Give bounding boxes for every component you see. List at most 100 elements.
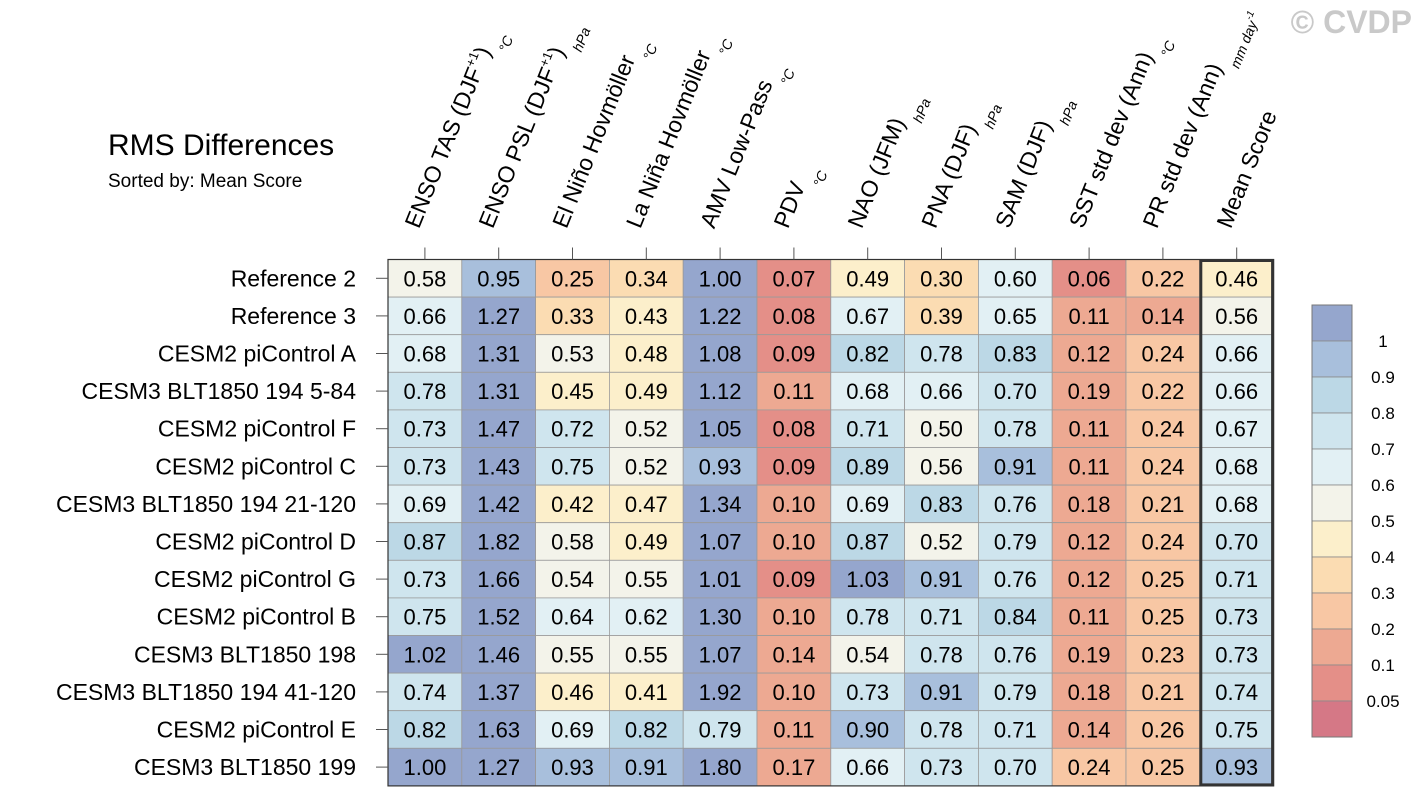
heatmap-cell: [1125, 710, 1201, 749]
cell-value-label: 0.12: [1068, 342, 1111, 367]
row-label: CESM2 piControl E: [157, 717, 356, 743]
heatmap-cell: [1199, 559, 1275, 599]
cell-value-label: 0.83: [920, 492, 963, 517]
heatmap-cell: [830, 409, 905, 448]
cell-value-label: 0.24: [1068, 755, 1111, 780]
heatmap-cell: [830, 334, 905, 373]
heatmap-cell: [756, 710, 832, 749]
cell-value-label: 0.75: [1215, 718, 1258, 743]
cell-value-label: 0.49: [625, 379, 668, 404]
cell-value-label: 0.73: [1215, 642, 1258, 667]
cell-value-label: 0.71: [994, 718, 1037, 743]
chart-title: RMS Differences: [108, 129, 335, 162]
heatmap-cell: [904, 710, 979, 749]
heatmap-cell: [1125, 409, 1201, 448]
heatmap-cell: [1051, 597, 1127, 636]
cell-value-label: 1.47: [477, 417, 520, 442]
colorbar-label: 0.2: [1371, 620, 1395, 639]
heatmap-cell: [461, 635, 536, 674]
cell-value-label: 1.31: [477, 342, 520, 367]
heatmap-cell: [461, 597, 536, 636]
heatmap-cell: [682, 710, 758, 749]
heatmap-cell: [682, 747, 758, 787]
heatmap-cell: [461, 259, 536, 298]
cell-value-label: 1.27: [477, 755, 520, 780]
colorbar-label: 0.1: [1371, 656, 1395, 675]
column-title: PDV: [768, 177, 810, 231]
column-unit: °C: [640, 41, 661, 62]
cell-value-label: 0.78: [920, 642, 963, 667]
heatmap-cell: [535, 710, 610, 749]
heatmap-cell: [387, 522, 463, 561]
cell-value-label: 1.08: [699, 342, 742, 367]
cell-value-label: 0.52: [625, 417, 668, 442]
column-title: PNA (DJF): [916, 120, 981, 232]
colorbar-label: 0.8: [1371, 404, 1395, 423]
heatmap-cell: [830, 747, 905, 787]
cell-value-label: 0.91: [920, 680, 963, 705]
cell-value-label: 0.30: [920, 266, 963, 291]
heatmap-cell: [609, 597, 684, 636]
heatmap-cell: [535, 484, 610, 524]
colorbar-label: 0.4: [1371, 548, 1395, 567]
colorbar: 1 0.9 0.8 0.7 0.6 0.5 0.4 0.3 0.2 0.1 0.05: [1311, 304, 1400, 738]
cell-value-label: 1.30: [699, 605, 742, 630]
colorbar-swatch: [1311, 700, 1353, 738]
heatmap-cell: [609, 371, 684, 411]
cell-value-label: 1.05: [699, 417, 742, 442]
heatmap-cell: [387, 635, 463, 674]
cell-value-label: 0.14: [772, 642, 815, 667]
cell-value-label: 0.71: [1215, 567, 1258, 592]
cell-value-label: 1.12: [699, 379, 742, 404]
heatmap-cell: [387, 710, 463, 749]
cell-value-label: 0.69: [846, 492, 889, 517]
heatmap-cell: [535, 635, 610, 674]
cell-value-label: 0.67: [1215, 417, 1258, 442]
heatmap-cell: [904, 259, 979, 298]
column-title: AMV Low-Pass: [695, 76, 778, 232]
column-title-superscript: +1: [536, 50, 555, 69]
heatmap-cell: [904, 296, 979, 336]
cell-value-label: 0.82: [403, 718, 446, 743]
heatmap-cell: [1199, 484, 1275, 524]
cell-value-label: 0.54: [846, 642, 889, 667]
heatmap-cell: [1125, 747, 1201, 787]
cell-value-label: 0.68: [403, 342, 446, 367]
heatmap-cell: [756, 635, 832, 674]
heatmap-cell: [609, 447, 684, 486]
colorbar-label: 0.6: [1371, 476, 1395, 495]
heatmap-cell: [1199, 447, 1275, 486]
heatmap-cell: [609, 259, 684, 298]
cell-value-label: 0.66: [846, 755, 889, 780]
heatmap-cell: [461, 672, 536, 712]
row-label: CESM3 BLT1850 194 21-120: [56, 491, 356, 517]
cell-value-label: 0.19: [1068, 379, 1111, 404]
heatmap-cell: [830, 447, 905, 486]
cell-value-label: 0.56: [1215, 304, 1258, 329]
heatmap-cell: [461, 409, 536, 448]
heatmap-cell: [1051, 672, 1127, 712]
cell-value-label: 1.01: [699, 567, 742, 592]
heatmap-cell: [904, 559, 979, 599]
cell-value-label: 1.80: [699, 755, 742, 780]
column-unit: °C: [1158, 38, 1179, 59]
colorbar-label: 0.05: [1366, 692, 1399, 711]
heatmap-cell: [609, 484, 684, 524]
heatmap-cell: [756, 296, 832, 336]
column-title: ENSO PSL (DJF: [473, 64, 561, 232]
row-label: Reference 2: [231, 265, 356, 291]
row-label: CESM2 piControl D: [155, 529, 356, 555]
cell-value-label: 0.24: [1141, 417, 1184, 442]
heatmap-cell: [1125, 296, 1201, 336]
heatmap-cell: [978, 447, 1053, 486]
cell-value-label: 0.84: [994, 605, 1037, 630]
column-header: Mean Score: [1211, 107, 1282, 232]
heatmap-cell: [1051, 296, 1127, 336]
heatmap-cell: [461, 710, 536, 749]
heatmap-cell: [387, 447, 463, 486]
cell-value-label: 0.09: [772, 454, 815, 479]
cell-value-label: 1.82: [477, 530, 520, 555]
heatmap-cell: [1125, 484, 1201, 524]
cell-value-label: 0.21: [1141, 492, 1184, 517]
